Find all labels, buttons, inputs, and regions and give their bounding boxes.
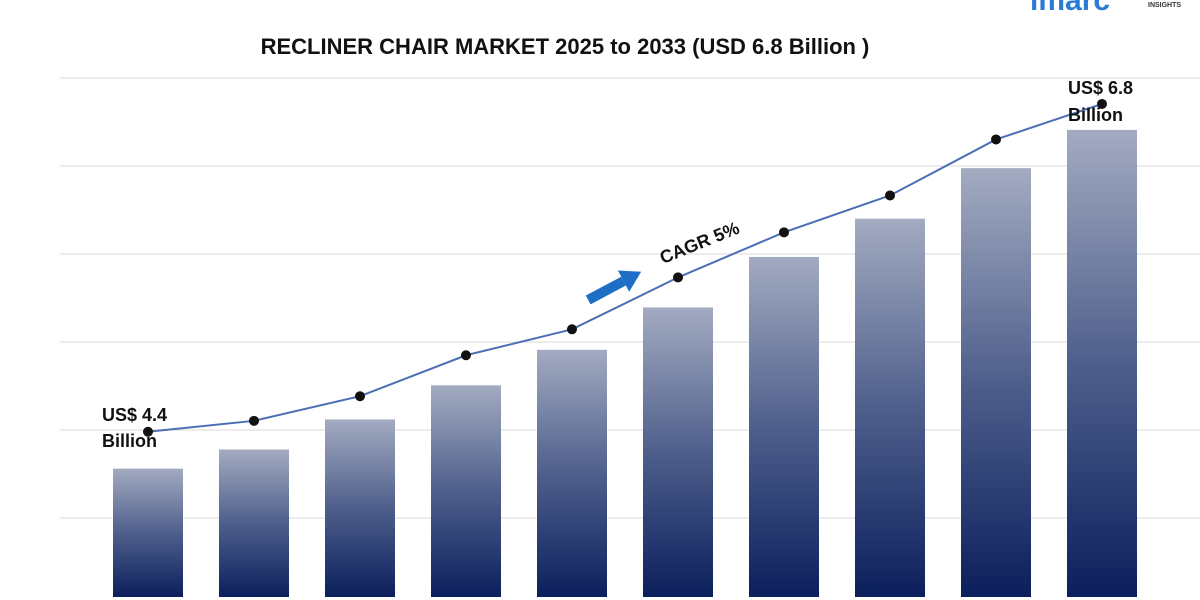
line-point <box>1097 98 1107 109</box>
cagr-arrow <box>585 270 642 305</box>
line-series <box>143 98 1107 437</box>
start-label: US$ 4.4 <box>102 405 167 425</box>
line-point <box>673 272 683 283</box>
bar <box>113 468 183 597</box>
logo: imarc <box>1030 0 1110 17</box>
arrow-head <box>617 270 642 292</box>
end-label: Billion <box>1068 105 1123 125</box>
bar <box>219 449 289 597</box>
logo-sub: INSIGHTS <box>1148 2 1181 9</box>
start-label: Billion <box>102 431 157 451</box>
bar <box>431 385 501 597</box>
line-point <box>355 391 365 402</box>
end-label: US$ 6.8 <box>1068 78 1133 98</box>
line-point <box>461 350 471 361</box>
line-point <box>779 227 789 238</box>
bar <box>1067 129 1137 597</box>
bars <box>113 129 1137 598</box>
line-point <box>249 415 259 426</box>
bar <box>855 218 925 597</box>
cagr-label: CAGR 5% <box>657 218 742 268</box>
line-point <box>567 324 577 335</box>
bar <box>749 256 819 597</box>
line-point <box>143 426 153 437</box>
line-point <box>885 190 895 201</box>
arrow-shaft <box>585 276 626 305</box>
chart-title: RECLINER CHAIR MARKET 2025 to 2033 (USD … <box>261 34 870 59</box>
line <box>147 103 1103 433</box>
bar <box>537 349 607 597</box>
bar <box>643 307 713 597</box>
bar <box>961 168 1031 598</box>
bar <box>325 419 395 597</box>
line-point <box>991 134 1001 145</box>
